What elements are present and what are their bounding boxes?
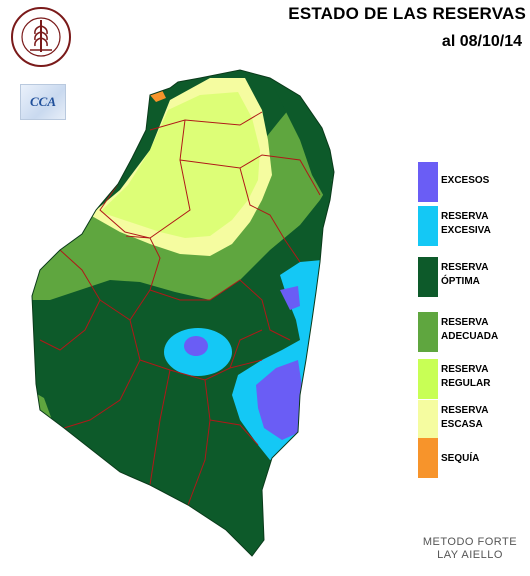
legend-swatch-reserva-escasa [418, 400, 438, 440]
legend-label-excesos: EXCESOS [441, 175, 490, 186]
legend-swatch-reserva-excesiva [418, 206, 438, 246]
legend-item-sequia: SEQUÍA [418, 438, 530, 482]
legend-label-reserva-escasa: RESERVA ESCASA [441, 405, 489, 430]
province-outline [31, 69, 335, 557]
legend-label-reserva-adecuada: RESERVA ADECUADA [441, 317, 499, 342]
legend-swatch-reserva-adecuada [418, 312, 438, 352]
zone-optima-coast [270, 78, 334, 200]
cca-logo-text: CCA [29, 94, 56, 109]
zone-excesos-north [280, 286, 300, 310]
zone-excesos-south [256, 360, 304, 440]
legend-label-reserva-excesiva: RESERVA EXCESIVA [441, 211, 491, 236]
bolsa-cereales-logo [10, 6, 72, 68]
legend-label-reserva-regular: RESERVA REGULAR [441, 364, 491, 389]
legend-item-reserva-optima: RESERVA ÓPTIMA [418, 257, 530, 301]
bolsa-seal-icon [11, 7, 71, 67]
legend-item-reserva-escasa: RESERVA ESCASA [418, 400, 530, 444]
cca-logo: CCA [20, 84, 66, 120]
legend-label-sequia: SEQUÍA [441, 453, 480, 464]
legend-item-reserva-adecuada: RESERVA ADECUADA [418, 312, 530, 356]
zone-regular [100, 92, 260, 238]
entre-rios-map [31, 69, 335, 557]
legend-item-reserva-excesiva: RESERVA EXCESIVA [418, 206, 530, 250]
legend-item-excesos: EXCESOS [418, 162, 530, 206]
legend-swatch-reserva-regular [418, 359, 438, 399]
legend-item-reserva-regular: RESERVA REGULAR [418, 359, 530, 403]
map-date: al 08/10/14 [441, 33, 522, 50]
zone-excesos-center [184, 336, 208, 356]
legend-label-reserva-optima: RESERVA ÓPTIMA [441, 262, 489, 287]
legend-swatch-reserva-optima [418, 257, 438, 297]
department-boundaries [39, 111, 321, 506]
map-title: ESTADO DE LAS RESERVAS [288, 4, 526, 23]
legend-swatch-sequia [418, 438, 438, 478]
method-label: METODO FORTE LAY AIELLO [422, 536, 518, 561]
legend-swatch-excesos [418, 162, 438, 202]
zone-sequia [150, 90, 166, 102]
